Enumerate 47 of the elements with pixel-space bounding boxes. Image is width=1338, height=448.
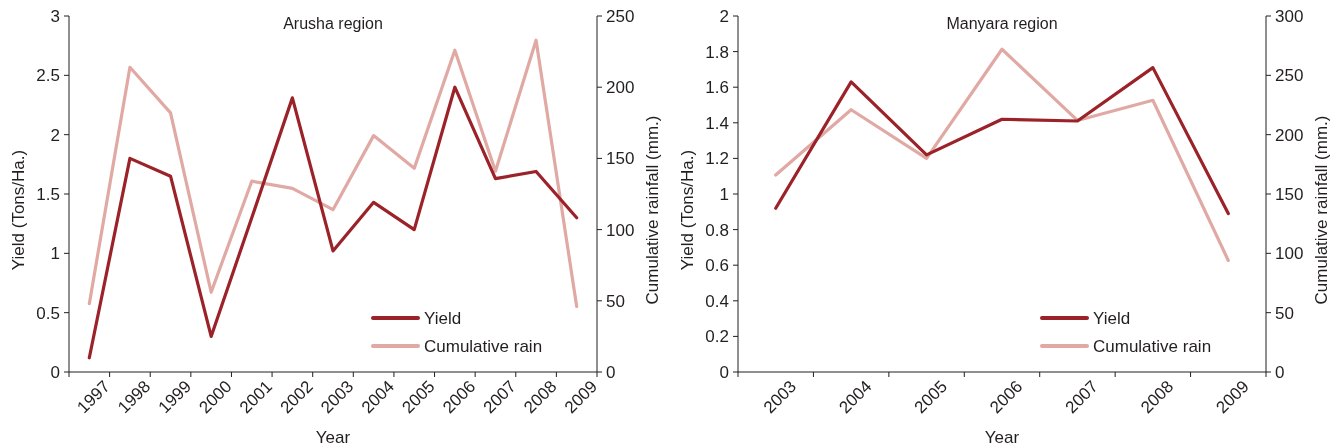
- legend-label: Cumulative rain: [1093, 336, 1212, 356]
- y-tick-label: 0: [50, 362, 60, 382]
- y-tick-label: 2.5: [36, 66, 60, 86]
- y2-tick-label: 50: [606, 291, 625, 311]
- line-series: [87, 38, 579, 309]
- y-tick-label: 2: [719, 6, 729, 26]
- y2-tick-label: 150: [1275, 184, 1304, 204]
- y2-axis-title: Cumulative rainfall (mm.): [642, 115, 662, 305]
- y-tick-label: 3: [50, 6, 60, 26]
- x-axis-title: Year: [315, 428, 351, 447]
- y-tick-label: 1.6: [705, 78, 729, 98]
- y2-tick-label: 0: [606, 362, 616, 382]
- legend-label: Cumulative rain: [424, 336, 543, 356]
- x-axis-title: Year: [984, 428, 1020, 447]
- y2-tick-label: 200: [606, 78, 635, 98]
- y-tick-label: 1.5: [36, 184, 60, 204]
- y-axis-title: Yield (Tons/Ha.): [8, 149, 28, 271]
- y-tick-label: 1.2: [705, 149, 729, 169]
- y-tick-label: 1.8: [705, 42, 729, 62]
- y-tick-label: 0.2: [705, 327, 729, 347]
- chart-title: Arusha region: [283, 15, 383, 32]
- y-axis-title: Yield (Tons/Ha.): [677, 149, 697, 271]
- y-tick-label: 0: [719, 362, 729, 382]
- y-tick-label: 2: [50, 125, 60, 145]
- y2-tick-label: 200: [1275, 125, 1304, 145]
- y-tick-label: 0.4: [705, 291, 729, 311]
- y-tick-label: 1: [50, 244, 60, 264]
- y-tick-label: 1: [719, 184, 729, 204]
- legend-label: Yield: [1093, 308, 1131, 328]
- y2-tick-label: 50: [1275, 303, 1294, 323]
- line-series: [774, 66, 1230, 216]
- legend-label: Yield: [424, 308, 462, 328]
- y-tick-label: 0.6: [705, 256, 729, 276]
- y2-tick-label: 150: [606, 149, 635, 169]
- y2-tick-label: 100: [1275, 244, 1304, 264]
- chart-title: Manyara region: [946, 15, 1058, 32]
- y-tick-label: 0.5: [36, 303, 60, 323]
- y2-axis-title: Cumulative rainfall (mm.): [1311, 115, 1331, 305]
- y-tick-label: 0.8: [705, 220, 729, 240]
- y2-tick-label: 300: [1275, 6, 1304, 26]
- line-series: [87, 85, 579, 360]
- y-tick-label: 1.4: [705, 113, 729, 133]
- y2-tick-label: 0: [1275, 362, 1285, 382]
- y2-tick-label: 250: [606, 6, 635, 26]
- y2-tick-label: 250: [1275, 66, 1304, 86]
- line-series: [774, 47, 1230, 263]
- y2-tick-label: 100: [606, 220, 635, 240]
